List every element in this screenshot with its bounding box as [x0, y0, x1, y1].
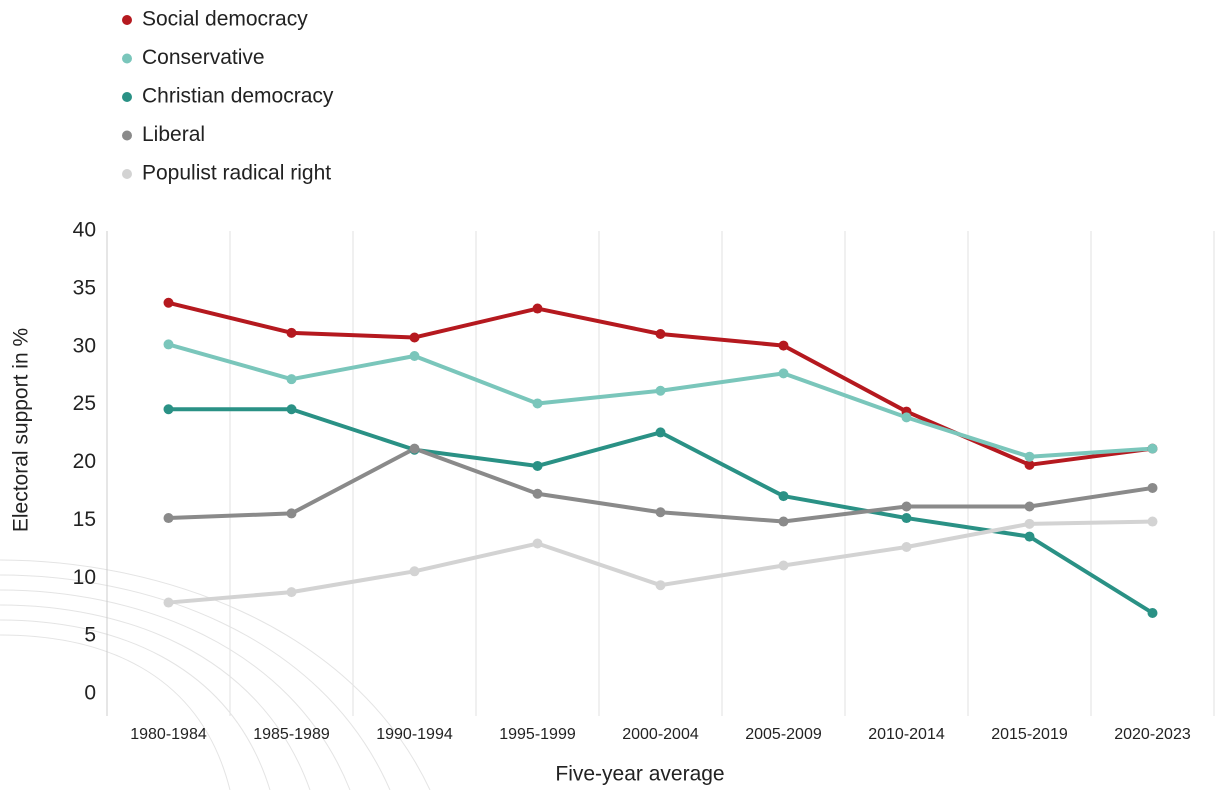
y-tick-label: 20 [73, 450, 96, 473]
data-point [1024, 501, 1035, 512]
data-point [409, 351, 420, 362]
background-decoration [0, 559, 431, 790]
data-point [1024, 531, 1035, 542]
data-point [778, 491, 789, 502]
data-point [532, 303, 543, 314]
data-point [409, 566, 420, 577]
legend-label: Populist radical right [142, 162, 331, 185]
legend-label: Conservative [142, 46, 265, 69]
y-tick-label: 40 [73, 219, 96, 242]
x-tick-label: 1985-1989 [253, 726, 330, 743]
x-tick-label: 1980-1984 [130, 726, 207, 743]
y-tick-label: 10 [73, 566, 96, 589]
data-point [286, 587, 297, 598]
data-point [1024, 518, 1035, 529]
legend-label: Liberal [142, 123, 205, 146]
x-tick-label: 2015-2019 [991, 726, 1068, 743]
y-tick-label: 15 [73, 508, 96, 531]
legend-label: Christian democracy [142, 85, 334, 108]
y-tick-label: 0 [84, 682, 96, 705]
legend-marker [122, 92, 132, 102]
data-point [1024, 459, 1035, 470]
data-point [409, 443, 420, 454]
data-point [532, 460, 543, 471]
data-point [901, 513, 912, 524]
data-point [163, 404, 174, 415]
data-point [901, 412, 912, 423]
data-point [655, 580, 666, 591]
data-point [532, 398, 543, 409]
series-line [167, 342, 1153, 459]
data-point [778, 516, 789, 527]
x-tick-label: 2010-2014 [868, 726, 945, 743]
data-point [901, 541, 912, 552]
data-point [286, 404, 297, 415]
data-point [1024, 451, 1035, 462]
y-tick-label: 5 [84, 624, 96, 647]
legend-label: Social democracy [142, 8, 308, 31]
data-point [778, 368, 789, 379]
y-axis-title: Electoral support in % [10, 328, 33, 532]
series-line [168, 300, 1153, 467]
data-point [655, 427, 666, 438]
x-axis-title: Five-year average [555, 763, 724, 786]
legend-marker [122, 53, 132, 64]
x-tick-label: 1990-1994 [376, 726, 453, 743]
legend-marker [122, 169, 132, 179]
data-point [1147, 607, 1158, 618]
data-point [163, 513, 174, 524]
data-point [163, 339, 174, 350]
data-point [778, 340, 789, 351]
data-point [778, 560, 789, 571]
data-point [163, 597, 174, 608]
data-point [655, 385, 666, 396]
y-tick-label: 35 [73, 276, 96, 299]
data-point [1147, 516, 1158, 527]
x-tick-label: 2000-2004 [622, 726, 699, 743]
data-point [286, 374, 297, 385]
legend-marker [122, 15, 132, 25]
data-point [655, 507, 666, 518]
y-tick-label: 25 [73, 392, 96, 415]
data-point [409, 332, 420, 343]
data-point [901, 501, 912, 512]
data-point [655, 329, 666, 340]
data-point [1147, 443, 1158, 454]
x-tick-label: 2005-2009 [745, 726, 822, 743]
x-tick-label: 2020-2023 [1114, 726, 1191, 743]
data-point [286, 327, 297, 338]
legend-marker [122, 130, 132, 141]
x-tick-label: 1995-1999 [499, 726, 576, 743]
data-point [163, 297, 174, 308]
data-point [532, 538, 543, 549]
y-tick-label: 30 [73, 334, 96, 357]
data-point [1147, 482, 1158, 493]
data-point [286, 508, 297, 519]
data-point [532, 488, 543, 499]
